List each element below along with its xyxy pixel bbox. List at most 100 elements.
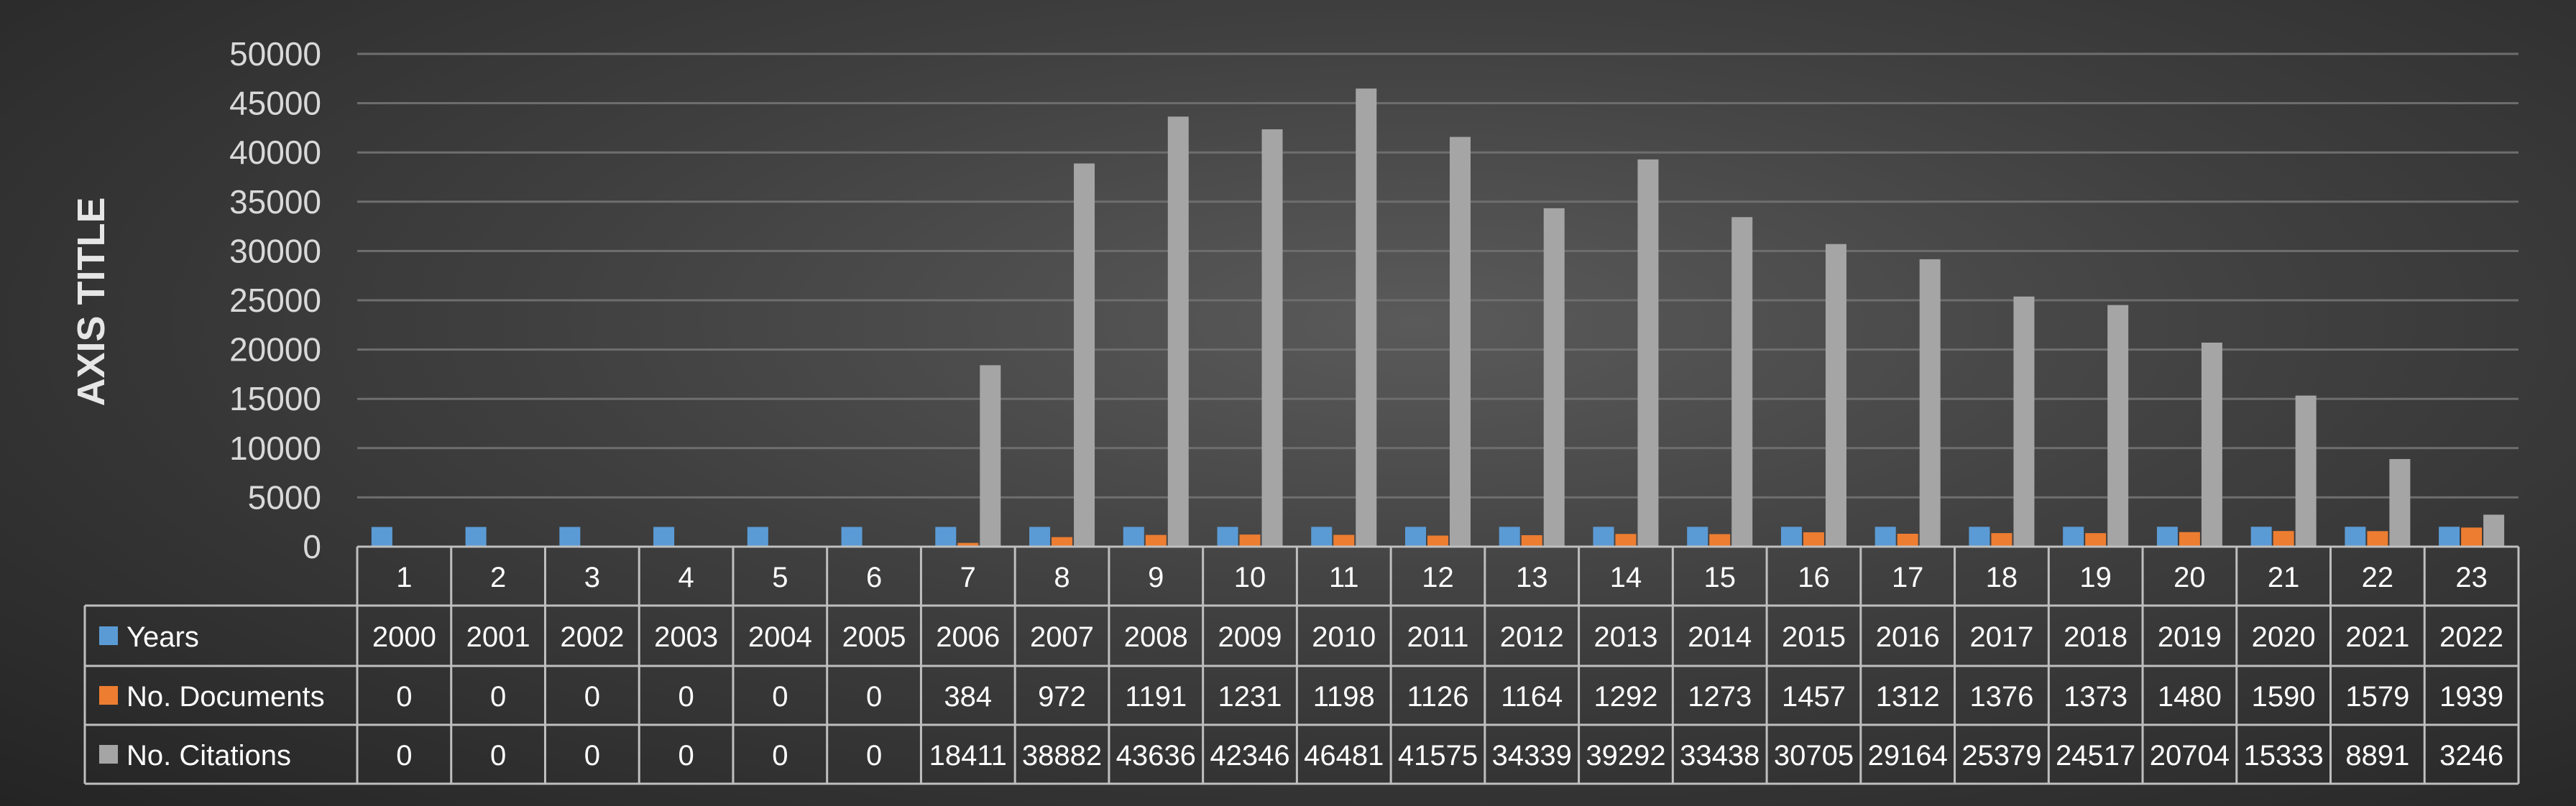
category-label: 7 <box>960 562 976 593</box>
data-label: 1198 <box>1313 681 1375 713</box>
bar-years-2 <box>465 527 487 547</box>
data-label: 2006 <box>936 621 1000 653</box>
data-label: 46481 <box>1304 740 1384 772</box>
data-label: 2014 <box>1688 621 1752 653</box>
data-label: 30705 <box>1774 740 1854 772</box>
data-label: 1126 <box>1407 681 1468 713</box>
data-label: 2013 <box>1593 621 1657 653</box>
bar-no-citations-11 <box>1356 88 1377 547</box>
data-label: 2002 <box>560 621 624 653</box>
y-tick-label: 5000 <box>248 478 321 516</box>
data-label: 2020 <box>2252 621 2316 653</box>
data-label: 1273 <box>1688 681 1752 713</box>
data-label: 0 <box>866 740 882 772</box>
data-label: 2008 <box>1124 621 1188 653</box>
bar-no-documents-18 <box>1991 533 2012 547</box>
data-label: 0 <box>490 681 506 713</box>
data-label: 2009 <box>1218 621 1282 653</box>
bar-years-18 <box>1969 527 1990 547</box>
y-tick-label: 25000 <box>229 282 321 319</box>
data-label: 0 <box>678 681 694 713</box>
bar-no-documents-21 <box>2273 531 2294 547</box>
category-label: 10 <box>1234 562 1266 593</box>
category-label: 20 <box>2174 562 2206 593</box>
bar-no-documents-13 <box>1521 535 1542 547</box>
data-label: 0 <box>772 740 788 772</box>
bar-no-citations-17 <box>1919 259 1941 547</box>
y-axis-ticks: 0 5000 10000 15000 20000 25000 30000 35000 40000… <box>229 35 321 565</box>
bar-no-citations-10 <box>1261 129 1283 547</box>
data-label: 1480 <box>2158 681 2222 713</box>
y-tick-label: 35000 <box>229 183 321 221</box>
bar-no-documents-19 <box>2085 533 2107 547</box>
bar-years-6 <box>841 527 862 547</box>
category-label: 12 <box>1422 562 1454 593</box>
data-label: 0 <box>584 740 600 772</box>
bar-years-7 <box>935 527 957 547</box>
data-label: 2019 <box>2158 621 2222 653</box>
category-label: 8 <box>1054 562 1070 593</box>
bar-no-citations-21 <box>2295 395 2317 547</box>
data-label: 0 <box>866 681 882 713</box>
bar-no-documents-11 <box>1333 534 1355 547</box>
data-label: 1231 <box>1218 681 1282 713</box>
y-tick-label: 15000 <box>229 380 321 417</box>
bar-no-citations-14 <box>1637 159 1659 547</box>
bar-years-13 <box>1499 527 1520 547</box>
data-label: 25379 <box>1961 740 2041 772</box>
category-label: 9 <box>1148 562 1164 593</box>
bar-no-citations-9 <box>1167 116 1189 547</box>
bar-years-20 <box>2156 527 2178 547</box>
bar-years-3 <box>559 527 581 547</box>
bar-no-citations-20 <box>2201 342 2222 547</box>
category-label: 15 <box>1703 562 1736 593</box>
data-label: 3246 <box>2439 740 2503 772</box>
data-label: 42346 <box>1210 740 1289 772</box>
category-label: 1 <box>396 562 412 593</box>
category-label: 21 <box>2268 562 2300 593</box>
bar-years-1 <box>371 527 392 547</box>
bar-years-19 <box>2063 527 2084 547</box>
bar-no-citations-8 <box>1074 163 1095 547</box>
data-label: 2000 <box>372 621 436 653</box>
data-label: 1191 <box>1125 681 1187 713</box>
bar-no-documents-14 <box>1615 534 1637 547</box>
category-label: 19 <box>2079 562 2112 593</box>
bar-no-citations-19 <box>2107 305 2129 547</box>
data-label: 2004 <box>748 621 812 653</box>
data-label: 0 <box>396 740 412 772</box>
category-label: 2 <box>490 562 506 593</box>
data-label: 1376 <box>1969 681 2033 713</box>
y-tick-label: 40000 <box>229 134 321 171</box>
data-label: 39292 <box>1586 740 1665 772</box>
gridlines <box>357 52 2518 499</box>
bar-no-citations-18 <box>2013 296 2035 547</box>
bar-years-12 <box>1405 527 1426 547</box>
bar-years-11 <box>1311 527 1333 547</box>
data-label: 972 <box>1038 681 1086 713</box>
y-tick-label: 45000 <box>229 85 321 122</box>
y-tick-label: 0 <box>303 528 321 565</box>
legend-key <box>99 626 118 645</box>
data-label: 1939 <box>2439 681 2503 713</box>
category-label: 18 <box>1986 562 2018 593</box>
bar-years-15 <box>1687 527 1708 547</box>
bar-years-14 <box>1593 527 1614 547</box>
bar-no-documents-8 <box>1052 537 1073 547</box>
bar-years-17 <box>1874 527 1896 547</box>
category-label: 4 <box>678 562 694 593</box>
bars <box>371 88 2505 547</box>
bar-years-8 <box>1029 527 1051 547</box>
data-label: 384 <box>944 681 992 713</box>
category-label: 16 <box>1798 562 1830 593</box>
bar-no-documents-15 <box>1709 534 1731 547</box>
series-name: No. Documents <box>126 681 325 713</box>
data-label: 33438 <box>1680 740 1760 772</box>
category-label: 5 <box>772 562 788 593</box>
data-label: 29164 <box>1868 740 1948 772</box>
series-name: No. Citations <box>126 740 291 772</box>
data-label: 0 <box>490 740 506 772</box>
data-label: 1457 <box>1782 681 1846 713</box>
data-label: 8891 <box>2345 740 2409 772</box>
